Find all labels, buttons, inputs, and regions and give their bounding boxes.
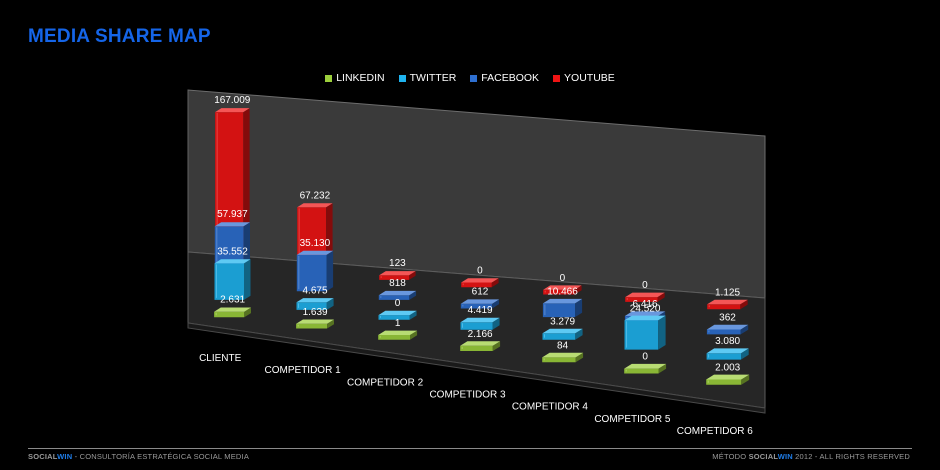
data-label-twitter-0: 35.552 bbox=[217, 246, 248, 257]
bar-linkedin-5 bbox=[624, 363, 667, 374]
data-label-youtube-2: 123 bbox=[389, 258, 406, 269]
chart-legend: LINKEDIN TWITTER FACEBOOK YOUTUBE bbox=[0, 72, 940, 84]
bar-youtube-6 bbox=[707, 299, 748, 310]
data-label-youtube-0: 167.009 bbox=[214, 95, 251, 106]
bar-youtube-2 bbox=[379, 271, 416, 280]
data-label-twitter-3: 4.419 bbox=[468, 305, 493, 316]
legend-label: YOUTUBE bbox=[564, 72, 615, 84]
bar-facebook-2 bbox=[378, 290, 417, 300]
footer-left: SOCIALWIN - CONSULTORÍA ESTRATÉGICA SOCI… bbox=[28, 452, 249, 461]
category-label-4: COMPETIDOR 4 bbox=[512, 402, 589, 413]
data-label-facebook-1: 35.130 bbox=[300, 238, 331, 249]
bar-linkedin-4 bbox=[542, 352, 584, 363]
category-label-3: COMPETIDOR 3 bbox=[429, 390, 506, 401]
data-label-twitter-1: 4.675 bbox=[302, 285, 327, 296]
bar-linkedin-3 bbox=[460, 341, 501, 351]
footer-left-text: - CONSULTORÍA ESTRATÉGICA SOCIAL MEDIA bbox=[72, 452, 250, 461]
bar-youtube-5 bbox=[625, 292, 665, 302]
data-label-linkedin-5: 0 bbox=[642, 352, 648, 363]
bar-linkedin-6 bbox=[706, 374, 750, 385]
footer-divider bbox=[28, 448, 912, 449]
data-label-youtube-4: 0 bbox=[560, 273, 566, 284]
bar-facebook-1 bbox=[296, 250, 334, 292]
data-label-facebook-2: 818 bbox=[389, 278, 406, 289]
category-label-5: COMPETIDOR 5 bbox=[594, 414, 671, 425]
legend-swatch-twitter bbox=[398, 74, 406, 82]
legend-label: FACEBOOK bbox=[481, 72, 540, 84]
bar-twitter-2 bbox=[378, 310, 417, 320]
data-label-youtube-3: 0 bbox=[477, 266, 483, 277]
legend-label: TWITTER bbox=[409, 72, 457, 84]
chart-floor-edge bbox=[187, 322, 766, 414]
data-label-linkedin-6: 2.003 bbox=[715, 363, 740, 374]
legend-item-twitter: TWITTER bbox=[398, 72, 457, 84]
data-label-youtube-1: 67.232 bbox=[300, 190, 331, 201]
bar-facebook-3 bbox=[460, 299, 500, 309]
category-label-6: COMPETIDOR 6 bbox=[677, 426, 754, 437]
footer-right-brand-win: WIN bbox=[777, 452, 793, 461]
bar-twitter-3 bbox=[460, 317, 500, 330]
data-label-linkedin-4: 84 bbox=[557, 340, 569, 351]
legend-item-youtube: YOUTUBE bbox=[553, 72, 615, 84]
data-label-twitter-6: 3.080 bbox=[715, 336, 740, 347]
footer-right: MÉTODO SOCIALWIN 2012 - ALL RIGHTS RESER… bbox=[712, 452, 910, 461]
footer-right-text-b: 2012 - ALL RIGHTS RESERVED bbox=[792, 452, 910, 461]
data-label-facebook-0: 57.937 bbox=[217, 209, 248, 220]
data-label-linkedin-0: 2.631 bbox=[220, 295, 245, 306]
bar-linkedin-1 bbox=[296, 319, 334, 329]
bar-twitter-1 bbox=[296, 298, 334, 310]
legend-swatch-youtube bbox=[553, 74, 561, 82]
legend-swatch-facebook bbox=[470, 74, 478, 82]
data-label-linkedin-1: 1.639 bbox=[303, 307, 328, 318]
bar-twitter-0 bbox=[214, 259, 251, 300]
bar-youtube-3 bbox=[461, 278, 499, 288]
category-label-1: COMPETIDOR 1 bbox=[265, 365, 342, 376]
category-label-0: CLIENTE bbox=[199, 353, 242, 364]
data-label-twitter-5: 24.520 bbox=[630, 303, 661, 314]
footer-brand-social: SOCIAL bbox=[28, 452, 58, 461]
bar-facebook-6 bbox=[706, 324, 749, 335]
data-label-twitter-2: 0 bbox=[395, 298, 401, 309]
legend-swatch-linkedin bbox=[325, 74, 333, 82]
bar-facebook-4 bbox=[542, 298, 583, 318]
data-label-youtube-6: 1.125 bbox=[715, 287, 740, 298]
footer-right-text-a: MÉTODO bbox=[712, 452, 749, 461]
page-title: MEDIA SHARE MAP bbox=[28, 26, 211, 47]
footer-brand-win: WIN bbox=[57, 452, 73, 461]
data-label-facebook-4: 10.466 bbox=[547, 286, 578, 297]
bar-twitter-4 bbox=[542, 328, 583, 340]
bar-twitter-5 bbox=[624, 315, 666, 350]
data-label-facebook-6: 362 bbox=[719, 313, 736, 324]
category-label-2: COMPETIDOR 2 bbox=[347, 377, 424, 388]
data-label-youtube-5: 0 bbox=[642, 280, 648, 291]
data-label-twitter-4: 3.279 bbox=[550, 316, 575, 327]
bar-youtube-4 bbox=[543, 285, 582, 295]
data-label-facebook-5: 6.416 bbox=[632, 299, 657, 310]
bar-linkedin-2 bbox=[378, 330, 418, 340]
bar-twitter-6 bbox=[706, 348, 749, 360]
legend-item-linkedin: LINKEDIN bbox=[325, 72, 385, 84]
data-label-linkedin-2: 1 bbox=[395, 318, 401, 329]
bar-linkedin-0 bbox=[214, 307, 251, 318]
data-label-facebook-3: 612 bbox=[472, 287, 489, 298]
legend-item-facebook: FACEBOOK bbox=[470, 72, 539, 84]
footer-right-brand-social: SOCIAL bbox=[748, 452, 778, 461]
data-label-linkedin-3: 2.166 bbox=[468, 329, 493, 340]
legend-label: LINKEDIN bbox=[336, 72, 385, 84]
